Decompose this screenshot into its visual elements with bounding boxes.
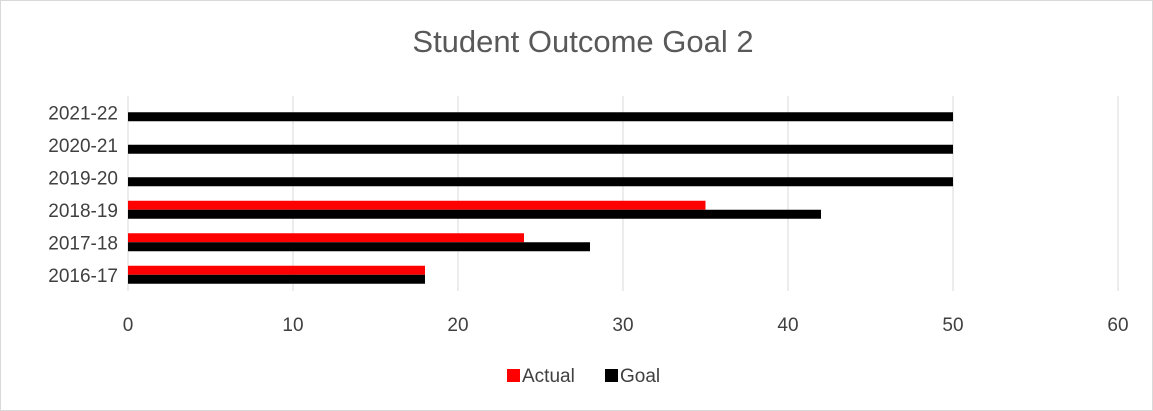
y-tick-label: 2018-19 bbox=[48, 201, 118, 222]
gridlines bbox=[127, 96, 1119, 291]
bar-goal-2016-17 bbox=[128, 274, 425, 284]
y-tick-label: 2019-20 bbox=[48, 168, 118, 189]
chart-title: Student Outcome Goal 2 bbox=[412, 24, 753, 59]
x-tick-label: 30 bbox=[612, 315, 633, 336]
bar-goal-2019-20 bbox=[128, 177, 953, 187]
y-tick-label: 2016-17 bbox=[48, 266, 118, 287]
x-tick-label: 0 bbox=[123, 315, 134, 336]
bar-actual-2018-19 bbox=[128, 200, 706, 210]
bar-goal-2021-22 bbox=[128, 112, 953, 122]
legend-label-goal: Goal bbox=[620, 366, 660, 387]
legend-swatch-goal bbox=[605, 369, 618, 382]
bar-goal-2017-18 bbox=[128, 242, 590, 252]
legend: Actual Goal bbox=[507, 366, 660, 387]
legend-swatch-actual bbox=[507, 369, 520, 382]
y-tick-label: 2020-21 bbox=[48, 136, 118, 157]
legend-label-actual: Actual bbox=[522, 366, 575, 387]
bars bbox=[128, 112, 953, 284]
bar-actual-2016-17 bbox=[128, 265, 425, 275]
x-tick-label: 40 bbox=[777, 315, 798, 336]
bar-goal-2020-21 bbox=[128, 144, 953, 154]
bar-goal-2018-19 bbox=[128, 209, 821, 219]
x-tick-label: 60 bbox=[1107, 315, 1128, 336]
x-tick-label: 20 bbox=[447, 315, 468, 336]
y-tick-label: 2017-18 bbox=[48, 233, 118, 254]
y-axis-labels: 2016-17 2017-18 2018-19 2019-20 2020-21 2021-… bbox=[48, 103, 118, 287]
bar-actual-2017-18 bbox=[128, 233, 524, 243]
x-tick-label: 10 bbox=[282, 315, 303, 336]
x-tick-label: 50 bbox=[942, 315, 963, 336]
x-axis-labels: 0 10 20 30 40 50 60 bbox=[123, 315, 1129, 336]
y-tick-label: 2021-22 bbox=[48, 103, 118, 124]
